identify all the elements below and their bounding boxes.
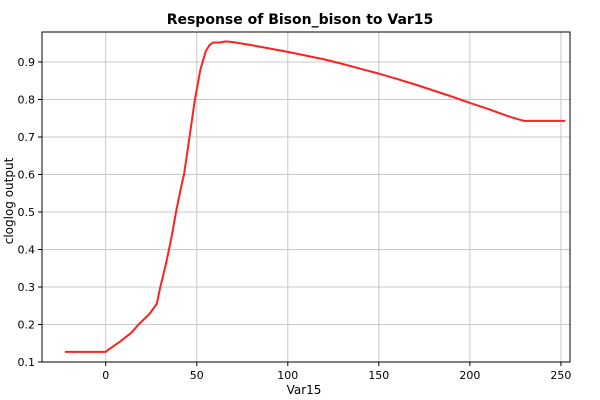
- plot-frame: [41, 31, 571, 363]
- x-tick-label: 100: [277, 369, 298, 382]
- y-axis-label: cloglog output: [2, 157, 16, 244]
- series-line: [64, 40, 566, 353]
- x-tick-label: 150: [368, 369, 389, 382]
- y-tick-label: 0.2: [18, 319, 36, 332]
- x-tick-label: 250: [550, 369, 571, 382]
- y-tick-label: 0.7: [18, 131, 36, 144]
- x-tick-label: 200: [459, 369, 480, 382]
- y-tick-label: 0.4: [18, 244, 36, 257]
- y-tick-label: 0.1: [18, 356, 36, 369]
- y-tick-label: 0.6: [18, 169, 36, 182]
- ticks-layer: 0 50 100 150 200 250 0.1 0.2 0.3 0.4 0.5 0.6 0.7 0.8 0…: [18, 56, 572, 382]
- grid-layer: [42, 32, 570, 363]
- x-tick-label: 50: [190, 369, 204, 382]
- y-tick-label: 0.9: [18, 56, 36, 69]
- y-tick-label: 0.8: [18, 94, 36, 107]
- series-layer: [64, 40, 566, 353]
- x-axis-label: Var15: [287, 383, 322, 397]
- chart-title: Response of Bison_bison to Var15: [167, 12, 434, 28]
- y-tick-label: 0.5: [18, 206, 36, 219]
- y-tick-label: 0.3: [18, 281, 36, 294]
- x-tick-label: 0: [102, 369, 109, 382]
